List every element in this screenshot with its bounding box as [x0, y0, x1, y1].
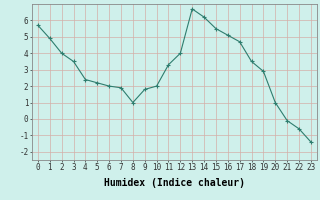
X-axis label: Humidex (Indice chaleur): Humidex (Indice chaleur) [104, 178, 245, 188]
